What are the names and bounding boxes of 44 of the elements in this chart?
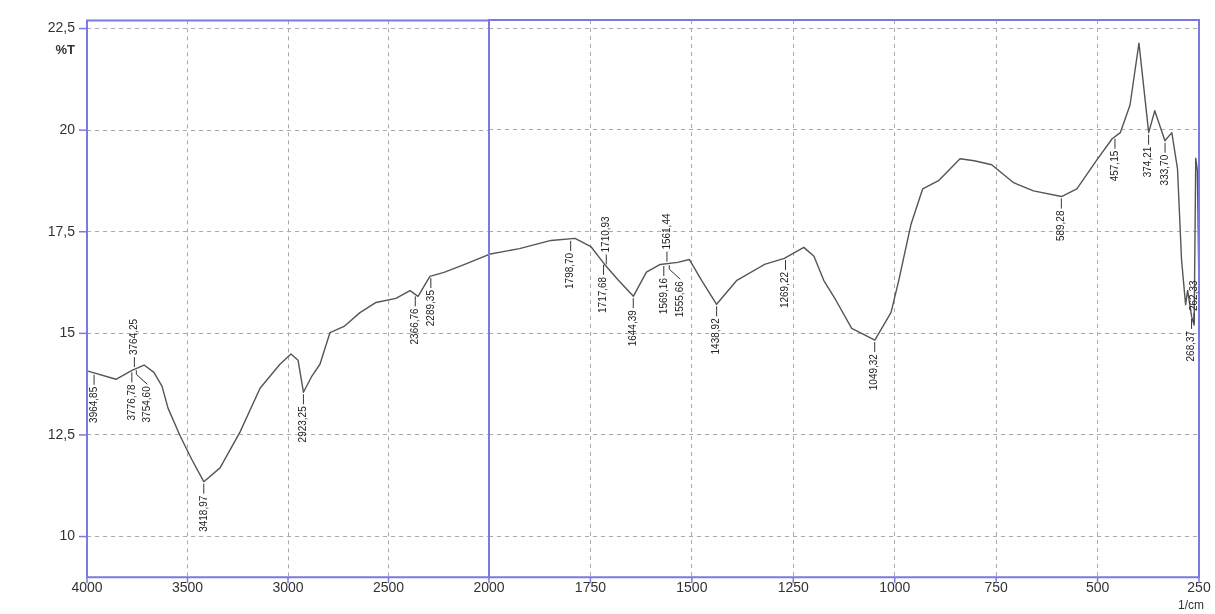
annotation: 1555,66: [674, 280, 686, 318]
x-tick-label: 4000: [71, 579, 103, 596]
annotation: 268,37: [1185, 330, 1197, 362]
annotation: 1269,22: [779, 271, 791, 309]
annotation: 457,15: [1108, 150, 1120, 182]
annotation: 1438,92: [710, 317, 722, 355]
x-tick-label: 3500: [171, 579, 204, 596]
x-tick-label: 250: [1187, 579, 1211, 596]
x-tick-label: 2500: [372, 579, 405, 596]
annotation: 2289,35: [424, 289, 436, 327]
y-axis-title: %T: [55, 41, 76, 57]
annotation: 374,21: [1142, 146, 1154, 178]
x-tick-label: 3000: [272, 579, 304, 596]
annotation: 3964,85: [87, 386, 99, 423]
y-tick-label: 12,5: [47, 425, 76, 442]
annotation: 589,28: [1055, 210, 1067, 242]
annotation: 1798,70: [564, 252, 576, 289]
x-tick-label: 2000: [473, 579, 505, 596]
x-tick-label: 500: [1085, 579, 1110, 596]
annotation: 3776,78: [125, 383, 137, 421]
annotation: 1049,32: [868, 353, 880, 391]
annotation: 333,70: [1158, 154, 1170, 186]
annotation: 1569,16: [657, 277, 669, 315]
y-tick-label: 10: [59, 527, 76, 544]
annotation: 1561,44: [660, 213, 672, 250]
x-axis-title: 1/cm: [1177, 598, 1204, 613]
y-tick-label: 20: [59, 120, 76, 137]
annotation: 3764,25: [128, 318, 140, 356]
x-tick-label: 1500: [676, 579, 708, 596]
y-tick-label: 15: [59, 324, 76, 341]
annotation: 2923,25: [297, 405, 309, 443]
x-tick-label: 1750: [574, 579, 607, 596]
annotation: 1644,39: [627, 309, 639, 347]
annotation: 3418,97: [197, 495, 209, 532]
y-tick-label: 22,5: [47, 19, 76, 36]
y-tick-label: 17,5: [47, 222, 76, 239]
annotation: 3754,60: [141, 385, 153, 423]
annotation: 1717,68: [597, 276, 609, 313]
annotation: 262,33: [1187, 280, 1199, 312]
annotation: 2366,76: [409, 307, 421, 345]
x-tick-label: 750: [984, 579, 1009, 596]
annotation: 1710,93: [600, 215, 612, 253]
x-tick-label: 1000: [879, 579, 911, 596]
x-tick-label: 1250: [777, 579, 810, 596]
